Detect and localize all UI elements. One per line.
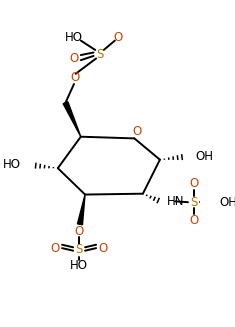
Text: O: O	[189, 215, 199, 227]
Polygon shape	[78, 195, 85, 225]
Text: HO: HO	[65, 31, 83, 44]
Text: HO: HO	[70, 259, 88, 272]
Polygon shape	[63, 102, 81, 137]
Text: O: O	[69, 52, 79, 65]
Text: HO: HO	[2, 158, 20, 171]
Text: OH: OH	[219, 196, 235, 209]
Text: O: O	[189, 177, 199, 190]
Text: O: O	[70, 71, 79, 84]
Text: O: O	[114, 31, 123, 44]
Text: OH: OH	[196, 150, 214, 163]
Text: S: S	[75, 243, 83, 256]
Text: S: S	[96, 48, 103, 61]
Text: O: O	[132, 125, 141, 138]
Text: S: S	[190, 196, 198, 209]
Text: O: O	[51, 242, 60, 255]
Text: HN: HN	[167, 195, 184, 208]
Text: O: O	[98, 242, 108, 255]
Text: O: O	[74, 226, 84, 238]
